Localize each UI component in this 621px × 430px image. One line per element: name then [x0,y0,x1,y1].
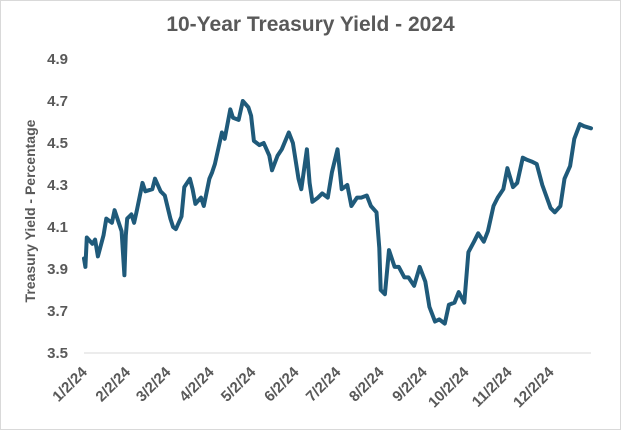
y-axis-ticks: 3.5 3.7 3.9 4.1 4.3 4.5 4.7 4.9 [47,51,68,362]
y-tick-label: 4.5 [47,135,68,152]
y-tick-label: 4.1 [47,219,68,236]
y-tick-label: 3.7 [47,303,68,320]
x-tick-label: 11/2/24 [469,363,516,410]
y-tick-label: 4.9 [47,51,68,68]
x-tick-label: 12/2/24 [510,363,558,411]
x-axis-ticks: 1/2/24 2/2/243/2/24 4/2/24 5/2/24 6/2/24 7/2/… [49,363,558,411]
x-tick-label: 3/2/24 [133,363,175,405]
y-tick-label: 3.5 [47,345,68,362]
x-tick-label: 6/2/24 [261,363,303,405]
series-line-yield [82,99,593,326]
x-tick-label: 2/2/24 [92,363,134,405]
x-tick-label: 4/2/24 [176,363,218,405]
x-tick-label: 10/2/24 [425,363,473,411]
y-tick-label: 4.3 [47,177,68,194]
y-tick-label: 4.7 [47,93,68,110]
x-tick-label: 5/2/24 [218,363,260,405]
y-axis-title: Treasury Yield - Percentage [22,119,38,302]
x-tick-label: 7/2/24 [303,363,345,405]
x-tick-label: 8/2/24 [346,363,388,405]
x-tick-label: 1/2/24 [49,363,91,405]
chart-title: 10-Year Treasury Yield - 2024 [166,13,455,36]
y-tick-label: 3.9 [47,261,68,278]
